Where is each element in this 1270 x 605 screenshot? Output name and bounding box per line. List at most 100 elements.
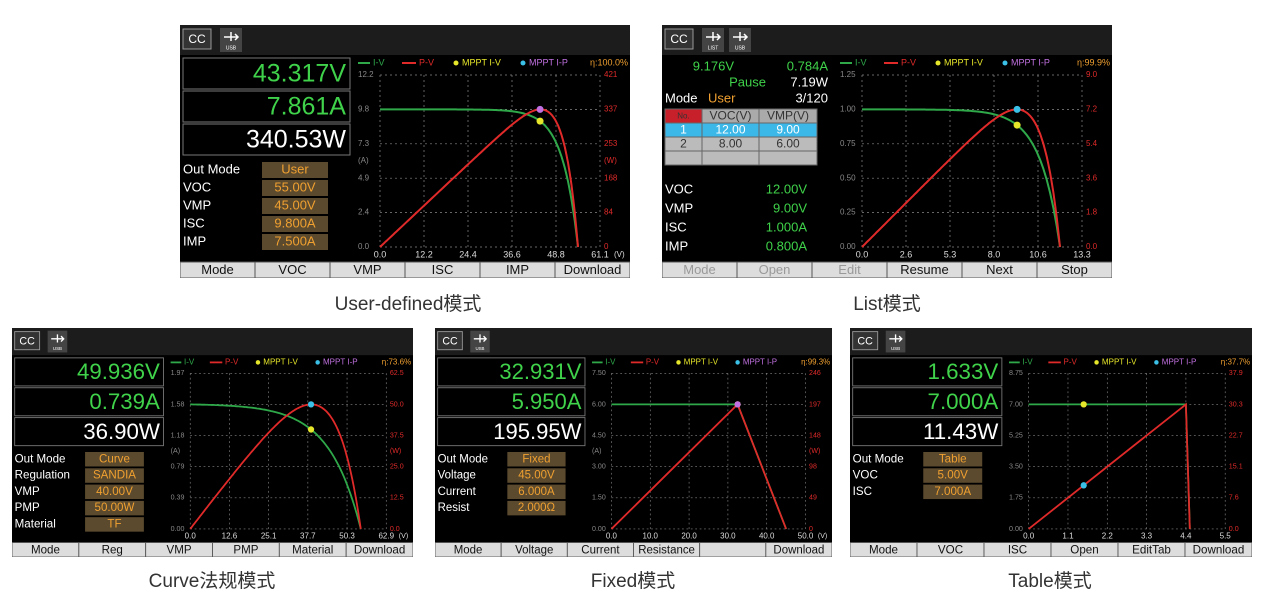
softkey[interactable] [345, 542, 413, 557]
softkey-label[interactable]: Download [564, 262, 622, 277]
softkey[interactable] [1184, 542, 1252, 557]
table-cell [664, 150, 703, 166]
softkey-label[interactable]: IMP [506, 262, 529, 277]
x-tick-label: 2.2 [1102, 531, 1114, 540]
param-box [923, 452, 983, 467]
x-tick-label: 10.0 [643, 531, 659, 540]
mppt-ip [536, 105, 544, 113]
y-tick-label: 12.2 [358, 70, 374, 79]
param-label: VMP [665, 200, 693, 215]
param-box [507, 452, 566, 467]
table-text: 2 [680, 137, 687, 151]
softkey-label[interactable]: Open [759, 262, 791, 277]
y-tick-label: 4.50 [592, 431, 606, 439]
softkey-label[interactable]: PMP [233, 543, 258, 556]
mppt-ip [307, 401, 315, 408]
y-tick-label: 3.00 [592, 463, 606, 471]
y-unit: (A) [358, 156, 369, 165]
readout: 49.936V [77, 359, 160, 384]
efficiency: η:99.3% [801, 357, 830, 366]
x-tick-label: 50.0 [798, 531, 814, 540]
param-label: IMP [665, 238, 688, 253]
param-box [85, 452, 144, 467]
icon [706, 32, 722, 41]
y2-tick-label: 421 [604, 70, 618, 79]
softkey[interactable] [1036, 261, 1112, 278]
softkey-label[interactable]: EditTab [1132, 543, 1171, 556]
readout: 195.95W [493, 419, 581, 444]
softkey-label[interactable]: Mode [31, 543, 60, 556]
x-tick-label: 8.0 [988, 249, 1001, 259]
readout-box [852, 417, 1003, 447]
softkey-label[interactable]: Resistance [638, 543, 695, 556]
softkey-label[interactable]: Mode [869, 543, 898, 556]
y-tick-label: 1.18 [171, 431, 185, 439]
softkey-label[interactable]: Current [581, 543, 620, 556]
softkey-label[interactable]: Open [1070, 543, 1098, 556]
softkey-label[interactable]: Edit [838, 262, 861, 277]
mppt-iv [1013, 121, 1021, 129]
x-tick-label: 0.0 [374, 249, 387, 259]
param-label: Material [15, 517, 56, 530]
y2-tick-label: 1.8 [1086, 208, 1098, 217]
x-tick-label: 13.3 [1073, 249, 1091, 259]
x-tick-label: 5.5 [1220, 531, 1232, 540]
softkey-label[interactable]: ISC [432, 262, 454, 277]
y-tick-label: 0.39 [171, 494, 185, 502]
readout: 5.950A [512, 389, 582, 414]
y2-tick-label: 37.9 [1229, 368, 1243, 377]
softkey-label[interactable]: Voltage [515, 543, 553, 556]
y2-tick-label: 25.0 [390, 463, 404, 471]
legend-label: I-V [855, 57, 867, 67]
softkey-label[interactable]: Download [1193, 543, 1245, 556]
softkey[interactable] [554, 261, 630, 278]
param-box [262, 198, 328, 214]
step: 3/120 [795, 90, 828, 105]
status: CC [188, 32, 206, 46]
softkey[interactable] [699, 542, 767, 557]
softkey-label[interactable]: VMP [167, 543, 192, 556]
param-label: PMP [15, 501, 40, 514]
param-label: IMP [183, 233, 206, 248]
legend-label: MPPT I-V [944, 57, 983, 67]
softkey-label[interactable]: Material [292, 543, 333, 556]
icon-label: USB [735, 45, 746, 51]
param-label: Out Mode [853, 452, 904, 465]
softkey-label[interactable]: Mode [683, 262, 716, 277]
softkey-label[interactable]: Stop [1061, 262, 1088, 277]
softkey-label[interactable]: ISC [1008, 543, 1027, 556]
softkey-label[interactable]: Resume [900, 262, 948, 277]
softkey[interactable] [765, 542, 832, 557]
param-label: Out Mode [438, 452, 488, 465]
caption: Table模式 [1008, 571, 1092, 592]
softkey-label[interactable]: Mode [201, 262, 234, 277]
legend-label: MPPT I-P [323, 357, 358, 366]
softkey-label[interactable]: Mode [454, 543, 483, 556]
param-value: 55.00V [274, 179, 316, 194]
status-bar [180, 25, 630, 55]
softkey-label[interactable]: VMP [353, 262, 381, 277]
legend-label: I-V [373, 57, 385, 67]
y-tick-label: 5.25 [1009, 430, 1023, 439]
softkey-label[interactable]: Download [354, 543, 405, 556]
voltage: 9.176V [693, 58, 735, 73]
y2-tick-label: 0.0 [1229, 524, 1239, 533]
softkey-label[interactable]: VOC [278, 262, 306, 277]
softkey-label[interactable]: Reg [102, 543, 123, 556]
legend-swatch [735, 360, 740, 365]
icon-label: LIST [708, 45, 719, 51]
legend-swatch [1094, 360, 1099, 365]
status-box [14, 331, 41, 351]
y-tick-label: 7.3 [358, 139, 370, 148]
panel: CC LIST USB 9.176V 0.784A Pause 7.19W Mode User 3… [662, 25, 1112, 278]
param-value: 45.00V [518, 469, 555, 482]
caption: Fixed模式 [590, 571, 676, 592]
x-tick-label: 2.6 [900, 249, 913, 259]
legend-swatch [315, 360, 320, 365]
panel: CC USB 49.936V 0.739A 36.90W Out Mode Curve Reg… [12, 328, 413, 557]
softkey-label[interactable]: Next [986, 262, 1013, 277]
icon-label: USB [891, 346, 900, 351]
softkey-label[interactable]: Download [773, 543, 824, 556]
mppt-ip [734, 401, 741, 408]
softkey-label[interactable]: VOC [938, 543, 963, 556]
